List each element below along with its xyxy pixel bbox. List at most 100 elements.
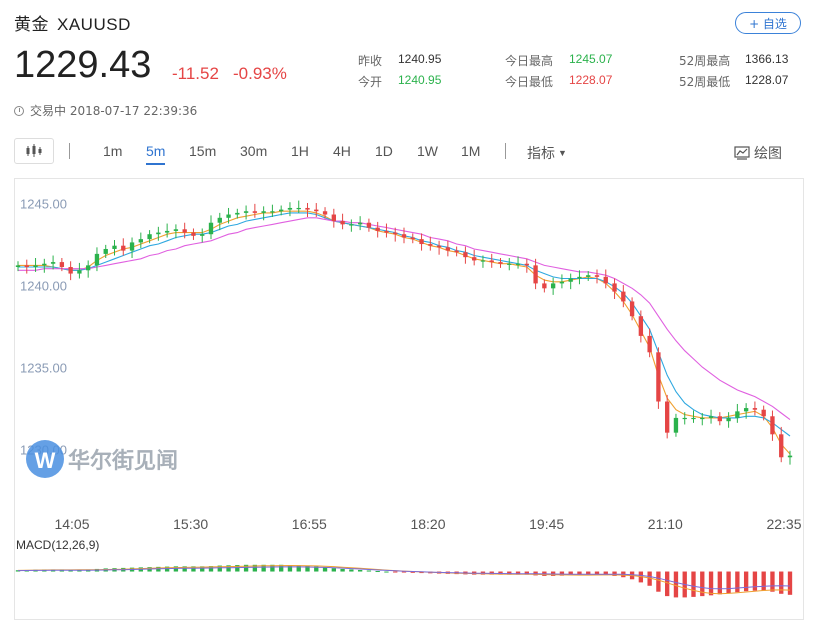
macd-bar — [340, 568, 345, 572]
indicator-dropdown[interactable]: 指标 ▼ — [527, 143, 567, 163]
macd-bar — [752, 571, 758, 591]
tab-15m[interactable]: 15m — [189, 143, 217, 159]
candle-body — [428, 244, 433, 246]
candle-body — [243, 211, 249, 213]
candle-body — [770, 416, 775, 435]
candle-body — [226, 214, 231, 218]
draw-button[interactable]: 绘图 — [734, 143, 782, 163]
candle-body — [287, 207, 293, 210]
tab-4h[interactable]: 4H — [333, 143, 351, 159]
candle-body — [577, 276, 582, 279]
macd-bar — [708, 571, 714, 596]
macd-bar — [717, 571, 722, 595]
macd-bar — [182, 566, 187, 572]
macd-bar — [305, 565, 310, 572]
tab-1w[interactable]: 1W — [417, 143, 438, 159]
candle-body — [638, 316, 644, 336]
candle-body — [252, 211, 258, 213]
macd-bar — [779, 571, 784, 594]
macd-bar — [594, 571, 600, 575]
macd-bar — [665, 571, 670, 597]
macd-bar — [279, 564, 284, 572]
tab-30m[interactable]: 30m — [240, 143, 268, 159]
stat-label-52w-high: 52周最高 — [679, 54, 731, 68]
stat-label-day-high: 今日最高 — [505, 54, 554, 68]
candle-body — [24, 265, 29, 268]
stat-label-52w-low: 52周最低 — [679, 75, 731, 89]
candle-body — [498, 262, 503, 264]
candlestick-icon — [26, 144, 42, 157]
stat-value-open: 1240.95 — [398, 73, 442, 87]
macd-bar — [393, 571, 398, 573]
macd-bar — [349, 569, 354, 572]
candle-body — [559, 281, 565, 284]
candle-body — [94, 253, 100, 266]
x-tick-label: 22:35 — [766, 516, 801, 532]
macd-bar — [15, 570, 21, 572]
macd-bar — [568, 571, 573, 576]
candle-body — [629, 301, 635, 317]
tab-5m[interactable]: 5m — [146, 143, 166, 165]
y-tick-label: 1240.00 — [20, 279, 67, 294]
add-watchlist-button[interactable]: + 自选 — [735, 12, 801, 34]
macd-label: MACD(12,26,9) — [16, 538, 99, 552]
macd-bar — [287, 565, 293, 572]
candle-body — [59, 262, 65, 268]
candle-body — [410, 237, 415, 240]
candle-body — [779, 434, 784, 458]
caret-down-icon: ▼ — [558, 148, 567, 158]
stat-label-open: 今开 — [358, 75, 383, 89]
macd-bar — [673, 571, 679, 598]
indicator-label: 指标 — [527, 145, 555, 161]
x-tick-label: 15:30 — [173, 516, 208, 532]
tab-1h[interactable]: 1H — [291, 143, 309, 159]
macd-bar — [322, 567, 328, 572]
candle-body — [270, 211, 275, 213]
candle-body — [761, 409, 766, 417]
candle-body — [138, 239, 143, 243]
candle-body — [603, 276, 608, 284]
macd-bar — [217, 565, 222, 572]
chart-type-button[interactable] — [14, 138, 54, 164]
macd-bar — [735, 571, 740, 593]
candle-body — [463, 252, 468, 258]
y-tick-label: 1245.00 — [20, 197, 67, 212]
candle-body — [375, 227, 380, 231]
toolbar-divider — [505, 143, 506, 159]
candle-body — [708, 416, 714, 418]
macd-bar — [375, 571, 380, 573]
macd-bar — [366, 570, 372, 572]
candle-body — [33, 265, 38, 268]
clock-icon — [14, 106, 24, 116]
candle-body — [340, 221, 345, 225]
candle-body — [15, 265, 21, 268]
macd-bar — [200, 566, 205, 572]
candle-body — [612, 283, 617, 292]
macd-bar — [700, 571, 705, 597]
watermark: W 华尔街见闻 — [26, 440, 178, 478]
macd-bar — [515, 571, 521, 575]
candle-body — [743, 408, 749, 412]
trading-status: 交易中 2018-07-17 22:39:36 — [14, 102, 197, 119]
candle-body — [550, 283, 556, 289]
candle-body — [507, 263, 512, 265]
chart-toolbar: 1m 5m 15m 30m 1H 4H 1D 1W 1M 指标 ▼ 绘图 — [14, 138, 804, 166]
candle-body — [393, 232, 398, 235]
candle-body — [331, 214, 336, 222]
candle-body — [129, 242, 135, 251]
watermark-logo-letter: W — [35, 448, 56, 473]
tab-1d[interactable]: 1D — [375, 143, 393, 159]
candle-body — [586, 275, 591, 277]
candle-body — [305, 207, 310, 210]
macd-bar — [314, 566, 319, 572]
candle-body — [568, 278, 573, 282]
macd-bar — [656, 571, 661, 592]
toolbar-divider — [69, 143, 70, 159]
candle-body — [349, 224, 354, 226]
macd-bar — [191, 566, 196, 572]
candle-body — [112, 245, 117, 249]
candle-body — [208, 222, 214, 235]
tab-1mo[interactable]: 1M — [461, 143, 481, 159]
tab-1m[interactable]: 1m — [103, 143, 123, 159]
